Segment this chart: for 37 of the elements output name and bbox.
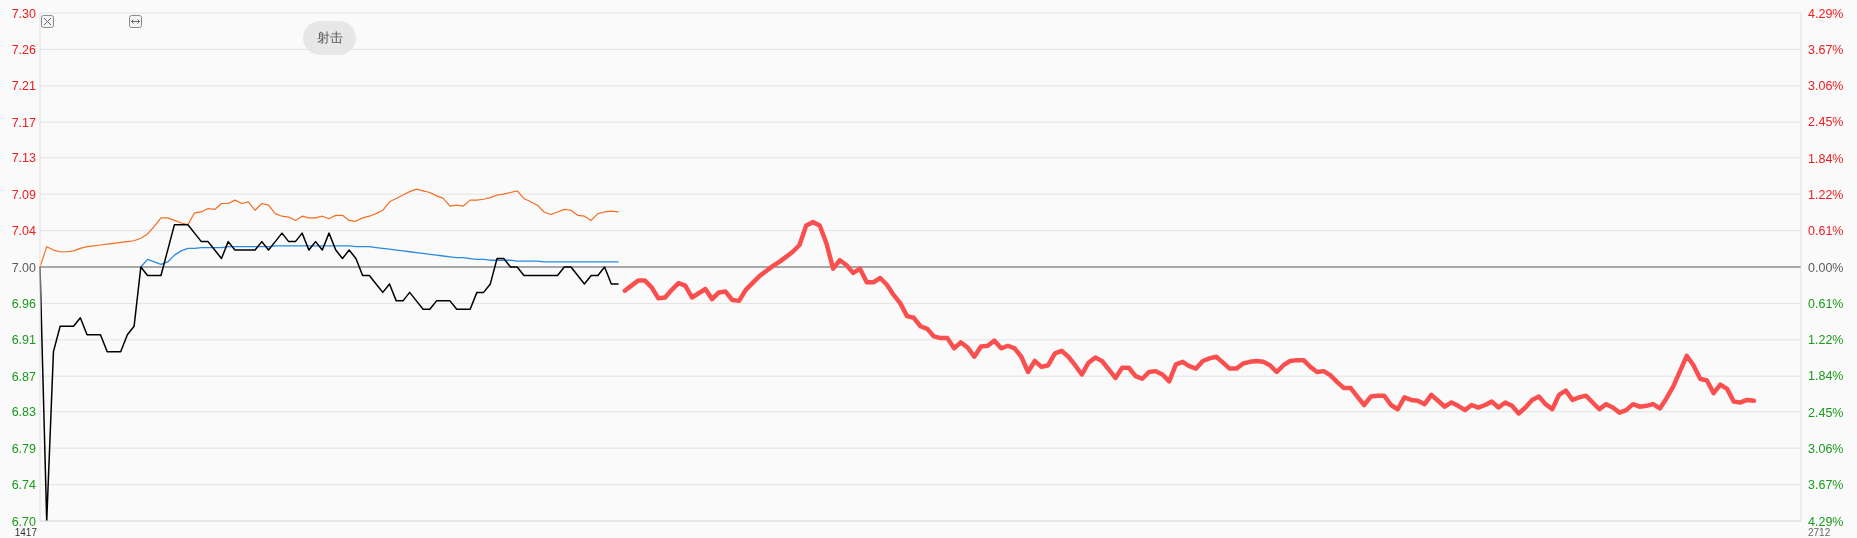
- y-tick-label: 7.09: [11, 187, 37, 202]
- y2-tick-label: 0.61%: [1808, 224, 1844, 239]
- y-tick-label: 6.96: [11, 296, 37, 311]
- y2-tick-label: 0.61%: [1808, 296, 1844, 311]
- line-series: [39, 223, 619, 521]
- y-tick-label: 6.74: [11, 478, 37, 493]
- y2-tick-label: 4.29%: [1808, 514, 1844, 529]
- pill-button: 射击: [303, 21, 356, 55]
- y2-tick-label: 0.00%: [1808, 260, 1844, 275]
- y-tick-label: 7.17: [11, 115, 37, 130]
- y-tick-label: 6.87: [11, 369, 37, 384]
- y-tick-label: 6.79: [11, 441, 37, 456]
- y-tick-label: 7.04: [11, 224, 37, 239]
- y-tick-label: 6.83: [11, 405, 37, 420]
- y-tick-label: 7.21: [11, 79, 37, 94]
- line-series: [622, 219, 1757, 416]
- annotation: 射击: [316, 29, 343, 47]
- text: 1417: [14, 527, 37, 538]
- y-tick-label: 7.30: [11, 6, 37, 21]
- y2-tick-label: 3.67%: [1808, 478, 1844, 493]
- y2-tick-label: 3.06%: [1808, 79, 1844, 94]
- y2-tick-label: 1.22%: [1808, 333, 1844, 348]
- y2-tick-label: 1.84%: [1808, 151, 1844, 166]
- y2-tick-label: 3.06%: [1808, 441, 1844, 456]
- y2-tick-label: 3.67%: [1808, 42, 1844, 57]
- y2-tick-label: 4.29%: [1808, 6, 1844, 21]
- y2-tick-label: 1.22%: [1808, 187, 1844, 202]
- y2-tick-label: 2.45%: [1808, 115, 1844, 130]
- y2-tick-label: 2.45%: [1808, 405, 1844, 420]
- y-tick-label: 6.70: [11, 514, 37, 529]
- y-tick-label: 6.91: [11, 333, 37, 348]
- y-tick-label: 7.00: [11, 260, 37, 275]
- text: 2712: [1808, 527, 1831, 538]
- line-series: [140, 245, 619, 268]
- y-tick-label: 7.13: [11, 151, 37, 166]
- y-tick-label: 7.26: [11, 42, 37, 57]
- y2-tick-label: 1.84%: [1808, 369, 1844, 384]
